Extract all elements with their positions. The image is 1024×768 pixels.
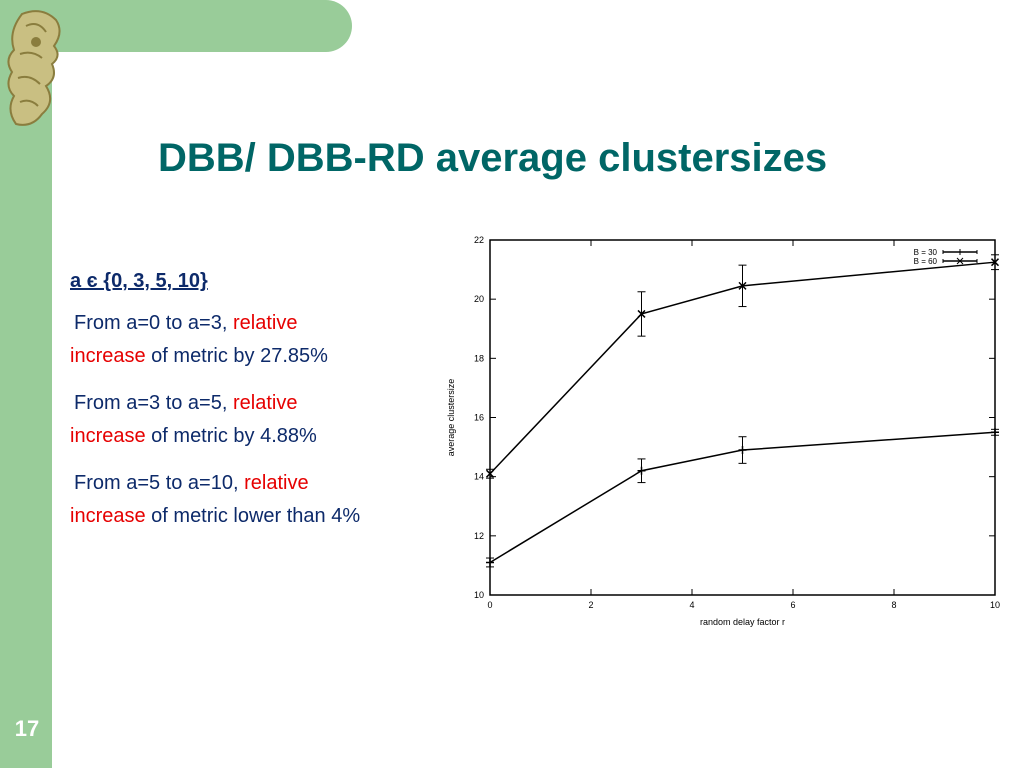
data-point [637,309,646,318]
para-text: of metric by 27.85% [145,345,328,367]
paragraph-1: From a=0 to a=3, relative increase of me… [70,307,450,373]
y-tick-label: 22 [474,235,484,245]
left-accent-bar [0,0,52,768]
y-tick-label: 12 [474,531,484,541]
highlight-text: increase [70,505,146,527]
x-tick-label: 10 [990,600,1000,610]
body-text: a є {0, 3, 5, 10} From a=0 to a=3, relat… [70,270,450,547]
y-tick-label: 20 [474,294,484,304]
highlight-text: relative [232,312,298,334]
y-tick-label: 14 [474,472,484,482]
para-text: of metric lower than 4% [145,505,361,527]
data-point [485,469,495,478]
y-tick-label: 10 [474,590,484,600]
series-line [489,431,996,564]
y-tick-label: 18 [474,353,484,363]
data-point [738,281,747,290]
slide-title: DBB/ DBB-RD average clustersizes [158,136,828,180]
series-line [489,261,996,475]
legend-marker [956,257,964,265]
legend-label: B = 30 [914,248,938,257]
athena-logo-icon [7,10,61,126]
cluster-size-chart: 0 2 4 6 8 10 10 12 14 16 18 20 22 random delay factor… [440,228,1010,638]
x-tick-label: 0 [487,600,492,610]
data-point [486,558,494,567]
para-text: From a=0 to a=3, [74,312,233,334]
x-axis-label: random delay factor r [700,617,785,627]
chart-svg: 0 2 4 6 8 10 10 12 14 16 18 20 22 random delay factor… [446,235,1000,627]
x-tick-label: 4 [689,600,694,610]
data-point [991,428,999,437]
legend-marker [957,249,963,255]
data-point [990,258,1000,267]
parameter-set: a є {0, 3, 5, 10} [70,270,208,292]
highlight-text: relative [232,392,298,414]
x-tick-label: 2 [588,600,593,610]
paragraph-3: From a=5 to a=10, relative increase of m… [70,467,450,533]
data-point [637,466,646,475]
y-tick-label: 16 [474,413,484,423]
page-number: 17 [14,716,40,741]
x-tick-label: 8 [891,600,896,610]
para-text: From a=3 to a=5, [74,392,233,414]
highlight-text: increase [70,345,146,367]
paragraph-2: From a=3 to a=5, relative increase of me… [70,387,450,453]
data-point [738,446,747,455]
para-text: From a=5 to a=10, [74,472,245,494]
x-tick-label: 6 [790,600,795,610]
para-text: of metric by 4.88% [145,425,317,447]
highlight-text: relative [244,472,309,494]
legend-label: B = 60 [914,257,938,266]
y-axis-label: average clustersize [446,379,456,457]
highlight-text: increase [70,425,146,447]
